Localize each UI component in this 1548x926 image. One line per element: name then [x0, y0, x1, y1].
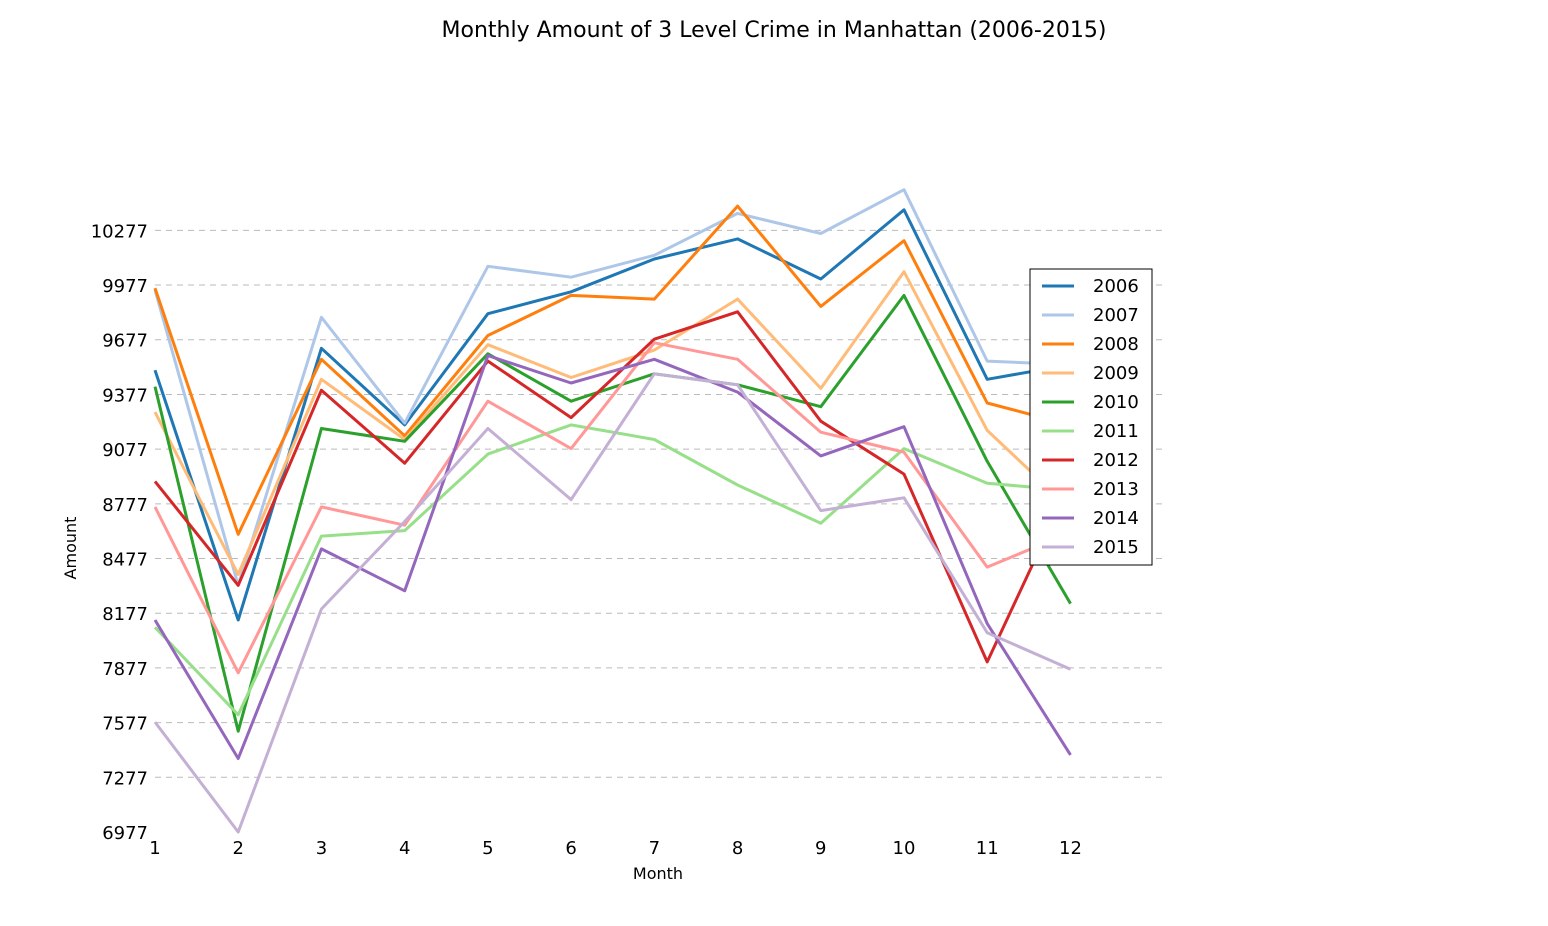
- x-tick-label: 5: [482, 838, 493, 859]
- y-tick-label: 10277: [91, 221, 148, 242]
- legend-label-2013: 2013: [1093, 479, 1139, 500]
- legend-label-2006: 2006: [1093, 276, 1139, 297]
- y-tick-label: 6977: [102, 823, 148, 844]
- x-tick-label: 7: [649, 838, 660, 859]
- x-tick-label: 9: [815, 838, 826, 859]
- x-tick-label: 6: [565, 838, 576, 859]
- y-tick-label: 9977: [102, 276, 148, 297]
- series-line-2011: [153, 423, 1071, 717]
- y-tick-label: 7277: [102, 768, 148, 789]
- series-line-2009: [153, 270, 1072, 576]
- legend-label-2008: 2008: [1093, 334, 1139, 355]
- x-tick-label: 2: [232, 838, 243, 859]
- series-lines: [153, 188, 1072, 834]
- legend-label-2009: 2009: [1093, 363, 1139, 384]
- legend-label-2007: 2007: [1093, 305, 1139, 326]
- legend-label-2015: 2015: [1093, 537, 1139, 558]
- x-tick-label: 1: [149, 838, 160, 859]
- x-axis-label: Month: [633, 864, 683, 883]
- y-tick-label: 7877: [102, 659, 148, 680]
- y-tick-label: 9377: [102, 385, 148, 406]
- grid-lines: [155, 229, 1162, 778]
- x-tick-label: 4: [399, 838, 410, 859]
- legend-label-2010: 2010: [1093, 392, 1139, 413]
- series-line-2007: [153, 188, 1071, 587]
- x-tick-label: 3: [316, 838, 327, 859]
- x-tick-label: 10: [893, 838, 916, 859]
- y-axis-ticks: 6977 7277 7577 7877 8177 8477 8777 9077 9377 9677…: [91, 221, 148, 844]
- x-tick-label: 11: [976, 838, 999, 859]
- legend: 2006 2007 2008 2009 2010 2011 2012 2013 2014 2015: [1029, 268, 1153, 566]
- series-line-2014: [153, 354, 1072, 760]
- series-line-2010: [153, 293, 1072, 733]
- y-tick-label: 8477: [102, 550, 148, 571]
- series-line-2015: [153, 372, 1072, 834]
- legend-label-2011: 2011: [1093, 421, 1139, 442]
- y-axis-label: Amount: [61, 517, 80, 580]
- series-line-2008: [153, 204, 1071, 536]
- x-tick-label: 12: [1059, 838, 1082, 859]
- series-line-2013: [153, 341, 1072, 675]
- series-line-2006: [153, 208, 1071, 622]
- y-tick-label: 9077: [102, 440, 148, 461]
- y-tick-label: 9677: [102, 331, 148, 352]
- y-tick-label: 8177: [102, 604, 148, 625]
- y-tick-label: 8777: [102, 495, 148, 516]
- legend-frame: [1029, 268, 1153, 566]
- chart-title: Monthly Amount of 3 Level Crime in Manha…: [442, 18, 1107, 43]
- x-axis-ticks: 1 2 3 4 5 6 7 8 9 10 11 12: [149, 838, 1082, 859]
- series-line-2012: [153, 310, 1072, 664]
- legend-label-2012: 2012: [1093, 450, 1139, 471]
- y-tick-label: 7577: [102, 714, 148, 735]
- x-tick-label: 8: [732, 838, 743, 859]
- legend-label-2014: 2014: [1093, 508, 1139, 529]
